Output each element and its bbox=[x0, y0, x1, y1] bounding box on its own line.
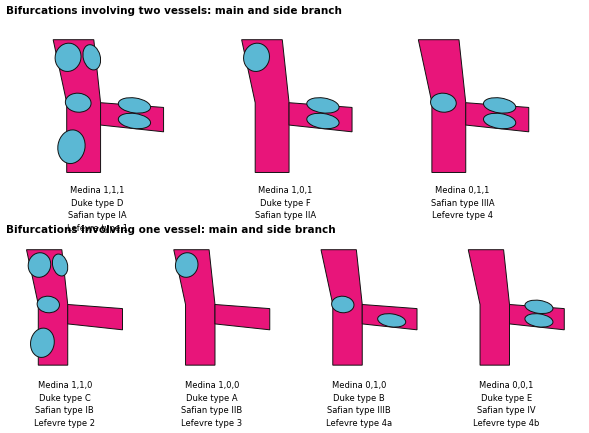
Ellipse shape bbox=[244, 43, 270, 71]
Polygon shape bbox=[466, 103, 529, 132]
Polygon shape bbox=[509, 304, 564, 330]
Text: Medina 1,1,1
Duke type D
Safian type IA
Lefevre type 1: Medina 1,1,1 Duke type D Safian type IA … bbox=[67, 186, 128, 233]
Ellipse shape bbox=[332, 296, 354, 313]
Text: Medina 0,1,0
Duke type B
Safian type IIIB
Lefevre type 4a: Medina 0,1,0 Duke type B Safian type III… bbox=[326, 381, 392, 427]
Polygon shape bbox=[362, 304, 417, 330]
Ellipse shape bbox=[118, 98, 151, 113]
Polygon shape bbox=[174, 250, 215, 365]
Text: Medina 1,0,1
Duke type F
Safian type IIA: Medina 1,0,1 Duke type F Safian type IIA bbox=[255, 186, 316, 220]
Ellipse shape bbox=[55, 43, 81, 71]
Polygon shape bbox=[53, 40, 101, 172]
Polygon shape bbox=[101, 103, 164, 132]
Ellipse shape bbox=[307, 98, 339, 113]
Polygon shape bbox=[289, 103, 352, 132]
Ellipse shape bbox=[65, 93, 91, 112]
Ellipse shape bbox=[118, 113, 151, 129]
Ellipse shape bbox=[52, 254, 68, 276]
Polygon shape bbox=[418, 40, 466, 172]
Polygon shape bbox=[321, 250, 362, 365]
Ellipse shape bbox=[83, 45, 101, 70]
Text: Bifurcations involving two vessels: main and side branch: Bifurcations involving two vessels: main… bbox=[6, 6, 342, 16]
Polygon shape bbox=[215, 304, 270, 330]
Ellipse shape bbox=[525, 300, 553, 313]
Text: Medina 0,1,1
Safian type IIIA
Lefevre type 4: Medina 0,1,1 Safian type IIIA Lefevre ty… bbox=[431, 186, 494, 220]
Text: Medina 0,0,1
Duke type E
Safian type IV
Lefevre type 4b: Medina 0,0,1 Duke type E Safian type IV … bbox=[474, 381, 540, 427]
Ellipse shape bbox=[307, 113, 339, 129]
Ellipse shape bbox=[176, 253, 198, 277]
Ellipse shape bbox=[484, 98, 516, 113]
Ellipse shape bbox=[484, 113, 516, 129]
Ellipse shape bbox=[431, 93, 456, 112]
Ellipse shape bbox=[37, 296, 59, 313]
Ellipse shape bbox=[378, 313, 406, 327]
Ellipse shape bbox=[28, 253, 51, 277]
Ellipse shape bbox=[31, 328, 54, 357]
Polygon shape bbox=[241, 40, 289, 172]
Text: Medina 1,0,0
Duke type A
Safian type IIB
Lefevre type 3: Medina 1,0,0 Duke type A Safian type IIB… bbox=[181, 381, 243, 427]
Ellipse shape bbox=[525, 313, 553, 327]
Polygon shape bbox=[68, 304, 123, 330]
Text: Bifurcations involving one vessel: main and side branch: Bifurcations involving one vessel: main … bbox=[6, 225, 336, 235]
Polygon shape bbox=[27, 250, 68, 365]
Polygon shape bbox=[468, 250, 509, 365]
Ellipse shape bbox=[58, 130, 85, 164]
Text: Medina 1,1,0
Duke type C
Safian type IB
Lefevre type 2: Medina 1,1,0 Duke type C Safian type IB … bbox=[34, 381, 95, 427]
